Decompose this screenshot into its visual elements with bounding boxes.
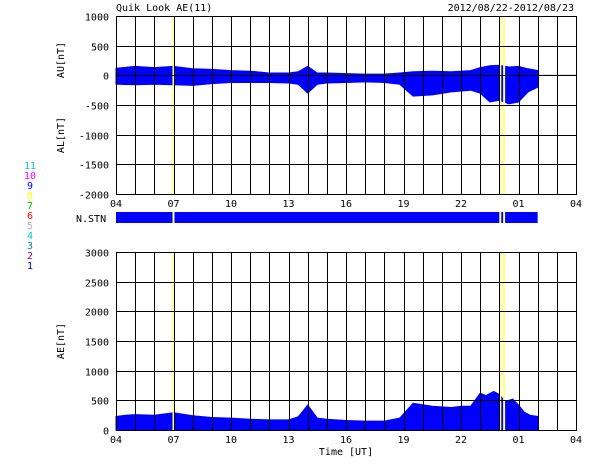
x-tick-label: 04 — [110, 199, 122, 210]
y-tick-label: 500 — [91, 397, 109, 408]
nstn-panel: N.STN — [76, 212, 538, 225]
station-legend: 11 10 9 8 7 6 5 4 3 2 1 — [18, 162, 42, 272]
legend-item: 7 — [26, 201, 34, 212]
x-tick-label: 19 — [397, 435, 409, 446]
x-tick-label: 13 — [282, 435, 294, 446]
legend-item: 6 — [26, 211, 34, 222]
y-tick-label: -1500 — [79, 161, 109, 172]
panel-frame — [116, 252, 577, 431]
y-tick-label: 500 — [91, 43, 109, 54]
x-tick-label: 10 — [225, 199, 237, 210]
legend-item: 10 — [23, 171, 37, 182]
y-tick-label: 2000 — [85, 308, 109, 319]
legend-item: 1 — [26, 261, 34, 272]
legend-item: 3 — [26, 241, 34, 252]
x-tick-label: 16 — [340, 199, 352, 210]
y-tick-label: 1500 — [85, 338, 109, 349]
x-tick-label: 07 — [167, 199, 179, 210]
x-tick-label: 13 — [282, 199, 294, 210]
ae-area — [115, 390, 539, 431]
y-tick-label: 1000 — [85, 368, 109, 379]
x-axis-label: Time [UT] — [319, 447, 373, 458]
nstn-bar — [116, 212, 538, 223]
y-tick-label: 0 — [103, 72, 109, 83]
date-range: 2012/08/22-2012/08/23 — [448, 3, 574, 14]
x-tick-label: 22 — [455, 199, 467, 210]
x-tick-label: 04 — [110, 435, 122, 446]
y-tick-label: -2000 — [79, 191, 109, 202]
legend-item: 8 — [26, 191, 34, 202]
legend-item: 9 — [26, 181, 34, 192]
y-tick-label: 3000 — [85, 249, 109, 260]
x-tick-label: 01 — [512, 435, 524, 446]
nstn-missing-marker — [172, 212, 175, 223]
al-axis-label: AL[nT] — [56, 117, 67, 153]
x-tick-label: 22 — [455, 435, 467, 446]
legend-item: 11 — [23, 161, 37, 172]
legend-item: 4 — [26, 231, 34, 242]
x-tick-label: 19 — [397, 199, 409, 210]
nstn-label: N.STN — [76, 214, 106, 225]
figure-title: Quik Look AE(11) — [116, 3, 212, 14]
x-tick-label: 16 — [340, 435, 352, 446]
y-tick-label: -1000 — [79, 132, 109, 143]
y-tick-label: 0 — [103, 427, 109, 438]
legend-item: 5 — [26, 221, 34, 232]
y-tick-label: -500 — [85, 102, 109, 113]
legend-item: 2 — [26, 251, 34, 262]
ae-axis-label: AE[nT] — [56, 323, 67, 359]
x-tick-label: 04 — [570, 435, 582, 446]
y-tick-label: 1000 — [85, 13, 109, 24]
x-tick-label: 04 — [570, 199, 582, 210]
x-tick-label: 07 — [167, 435, 179, 446]
nstn-missing-marker — [503, 212, 506, 223]
y-tick-label: 2500 — [85, 279, 109, 290]
au-axis-label: AU[nT] — [56, 42, 67, 78]
nstn-missing-marker — [499, 212, 502, 223]
panel-frame — [116, 16, 577, 195]
x-tick-label: 10 — [225, 435, 237, 446]
x-tick-label: 01 — [512, 199, 524, 210]
au-al-envelope — [115, 64, 539, 105]
